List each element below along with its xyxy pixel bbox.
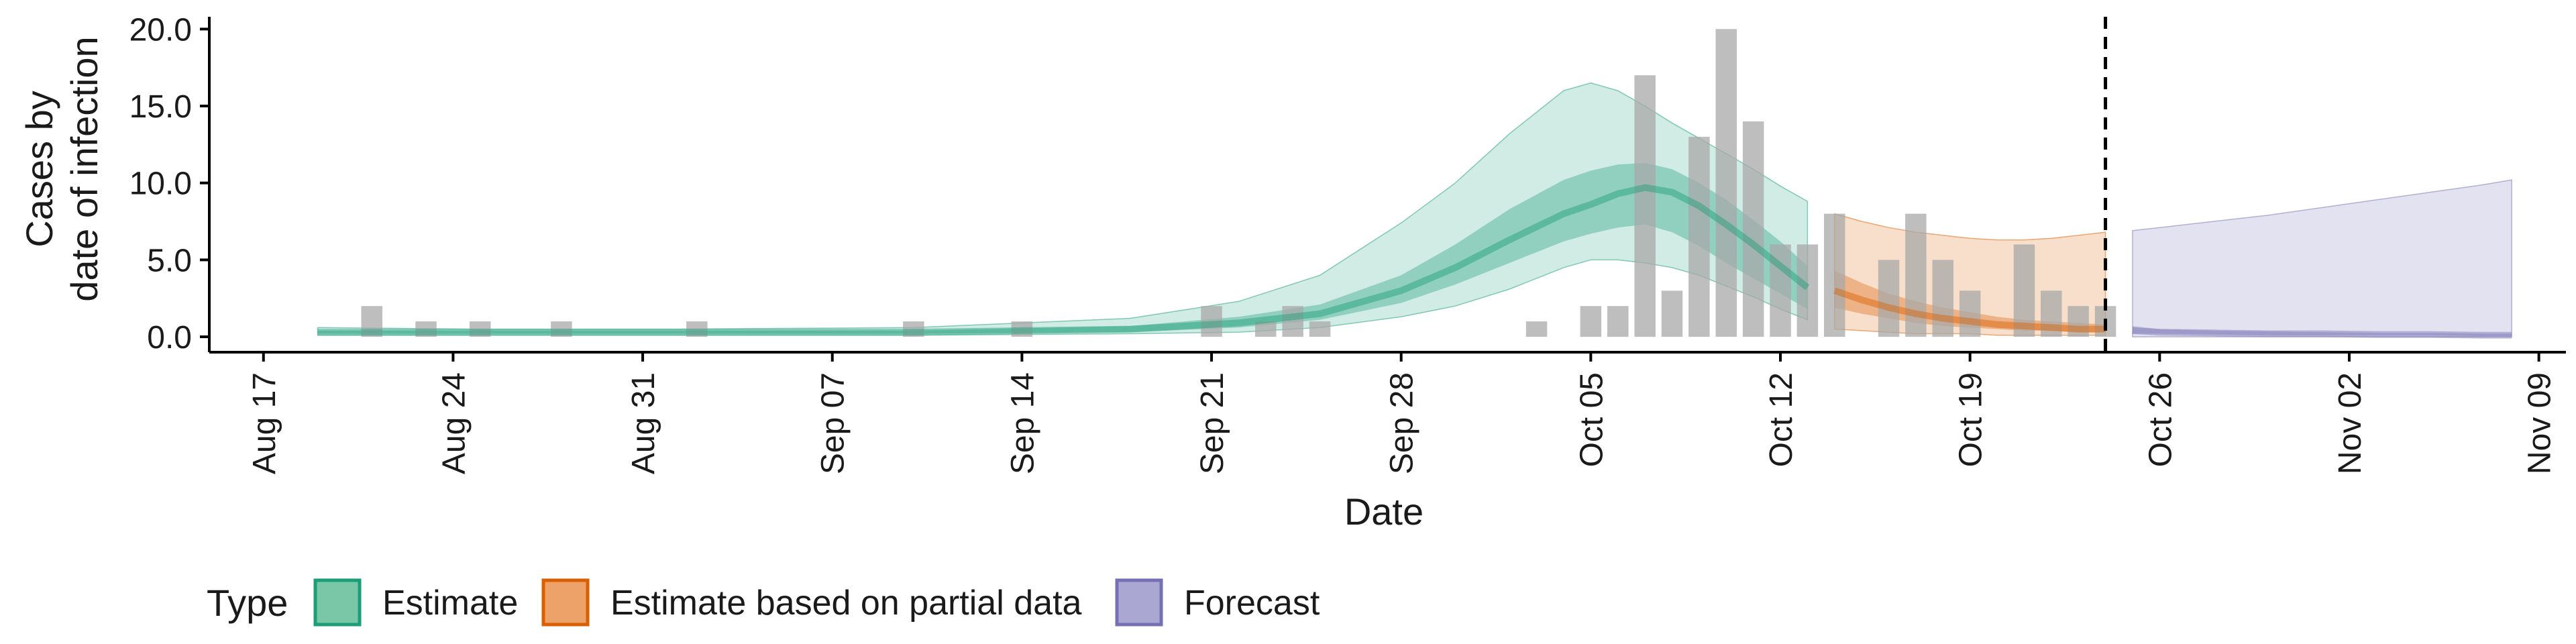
y-tick-label: 15.0 <box>129 89 192 125</box>
case-bar <box>1688 136 1710 337</box>
x-tick-label: Nov 02 <box>2332 372 2368 474</box>
legend-label-partial: Estimate based on partial data <box>610 584 1082 623</box>
y-tick-label: 10.0 <box>129 166 192 202</box>
x-tick-label: Oct 12 <box>1764 372 1799 467</box>
legend-title: Type <box>207 582 288 624</box>
case-bar <box>470 321 491 337</box>
x-tick-label: Sep 21 <box>1195 372 1230 474</box>
case-bar <box>1824 213 1845 337</box>
case-bar <box>1959 290 1981 337</box>
y-tick-label: 5.0 <box>147 243 192 278</box>
x-tick-label: Oct 26 <box>2143 372 2178 467</box>
x-tick-label: Aug 24 <box>436 372 472 474</box>
case-bar <box>1525 321 1548 337</box>
bars-layer <box>361 29 2116 337</box>
case-bar <box>1932 260 1953 337</box>
legend-label-estimate: Estimate <box>382 584 518 623</box>
estimate-inner-band <box>317 162 1808 334</box>
legend-key-estimate <box>313 578 362 627</box>
legend: Type Estimate Estimate based on partial d… <box>207 578 1320 627</box>
case-bar <box>2041 290 2062 337</box>
legend-label-forecast: Forecast <box>1184 584 1320 623</box>
forecast-outer-band <box>2132 179 2512 337</box>
case-bar <box>1770 244 1791 337</box>
bands-layer <box>317 82 2512 337</box>
x-tick-label: Sep 07 <box>816 372 851 474</box>
x-tick-label: Oct 19 <box>1953 372 1989 467</box>
axes-layer: 0.0 5.0 10.0 15.0 20.0 Aug 17 Aug 24 Aug 31 Sep … <box>129 12 2566 474</box>
y-tick-label: 0.0 <box>147 320 192 356</box>
case-bar <box>551 321 572 337</box>
case-bar <box>1011 321 1033 337</box>
forecast-median-line <box>2132 327 2512 339</box>
case-bar <box>903 321 924 337</box>
case-bar <box>686 321 708 337</box>
case-bar <box>1742 121 1764 337</box>
x-tick-label: Nov 09 <box>2522 372 2558 474</box>
case-bar <box>2013 244 2035 337</box>
case-bar <box>1580 306 1602 337</box>
case-bar <box>1607 306 1629 337</box>
y-tick-label: 20.0 <box>129 12 192 48</box>
case-bar <box>1796 244 1819 337</box>
case-bar <box>415 321 437 337</box>
case-bar <box>1255 321 1277 337</box>
x-tick-label: Aug 17 <box>247 372 282 474</box>
x-tick-label: Sep 28 <box>1385 372 1420 474</box>
x-tick-label: Sep 14 <box>1005 372 1040 474</box>
case-bar <box>1661 290 1683 337</box>
medians-layer <box>317 184 2512 339</box>
partial-median-line <box>1833 287 2106 333</box>
case-bar <box>2068 306 2089 337</box>
case-bar <box>1715 29 1737 337</box>
case-bar <box>1634 75 1656 337</box>
forecast-inner-band <box>2132 326 2512 336</box>
case-bar <box>1309 321 1331 337</box>
partial-inner-band <box>1834 270 2106 333</box>
estimate-median-line <box>317 184 1810 336</box>
case-bar <box>361 306 382 337</box>
legend-key-forecast <box>1115 578 1163 627</box>
x-tick-label: Oct 05 <box>1574 372 1609 467</box>
x-tick-label: Aug 31 <box>626 372 661 474</box>
case-bar <box>1905 213 1927 337</box>
case-bar <box>1201 306 1222 337</box>
legend-key-partial <box>541 578 590 627</box>
case-bar <box>1878 260 1900 337</box>
y-axis-title-line2: date of infection <box>63 36 105 301</box>
y-axis-title-line1: Cases by <box>18 91 60 247</box>
case-bar <box>1282 306 1303 337</box>
x-axis-title: Date <box>1344 490 1424 533</box>
